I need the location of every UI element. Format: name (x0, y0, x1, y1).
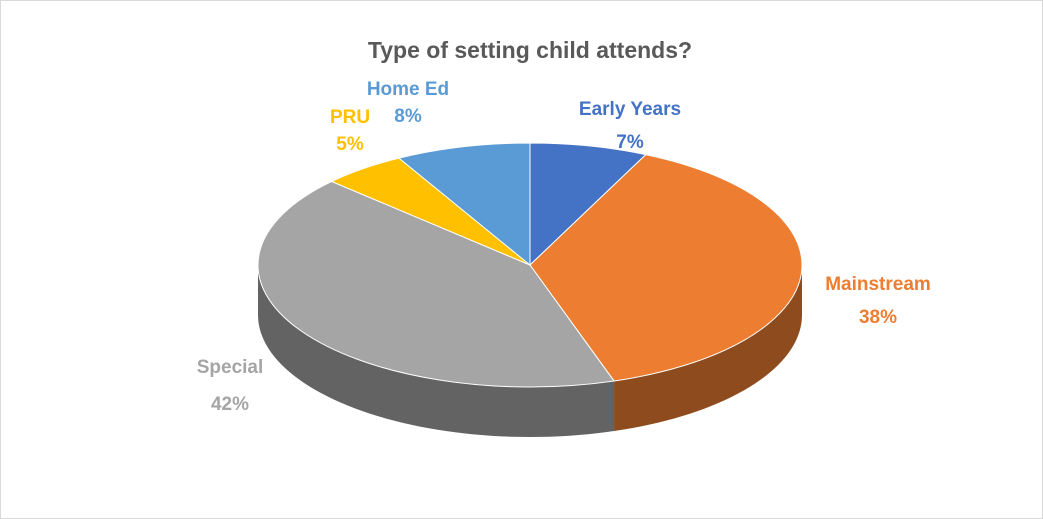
slice-label: Home Ed (367, 79, 449, 100)
slice-label: Special (197, 357, 264, 378)
chart-title: Type of setting child attends? (368, 37, 692, 63)
pie-slice (529, 154, 803, 382)
slice-value-label: 38% (859, 307, 897, 328)
pie-side (258, 265, 615, 437)
slice-label: Mainstream (825, 274, 931, 295)
pie-side (614, 265, 802, 432)
slice-label: PRU (330, 107, 370, 128)
slice-label: Early Years (579, 99, 681, 120)
pie-slice (257, 180, 615, 388)
slice-value-label: 7% (616, 132, 644, 153)
pie-slice (397, 142, 531, 267)
slice-value-label: 8% (394, 106, 422, 127)
slice-value-label: 42% (211, 394, 249, 415)
pie-slice (529, 142, 647, 267)
slice-value-label: 5% (336, 134, 364, 155)
